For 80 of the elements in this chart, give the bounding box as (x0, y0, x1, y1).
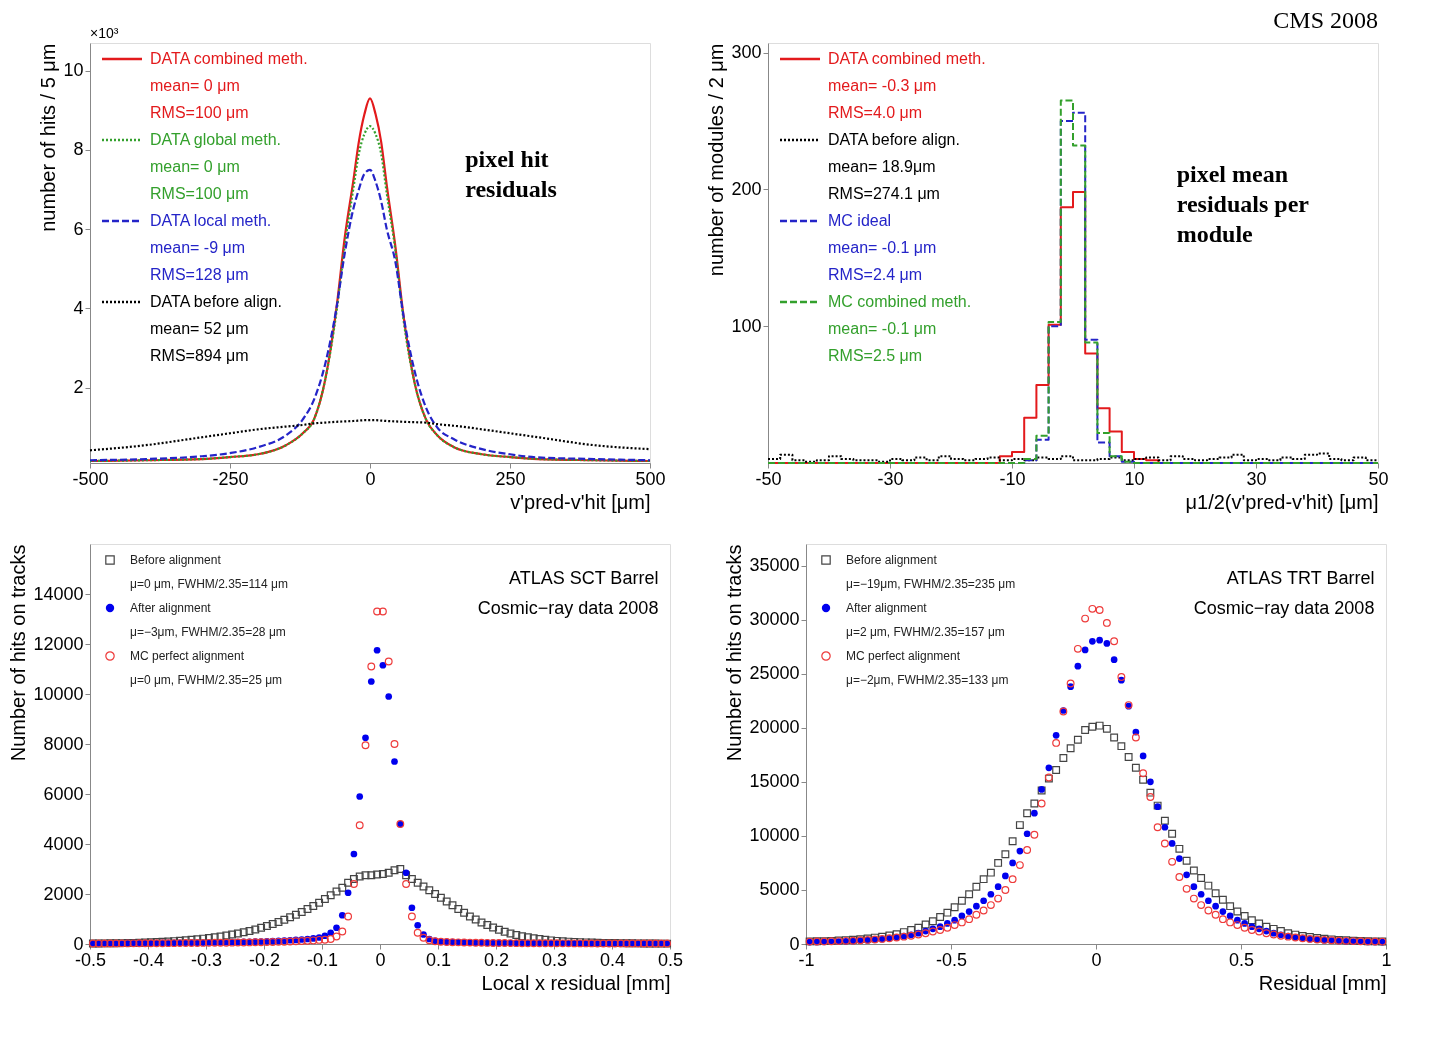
y-tick-label: 4 (73, 297, 84, 318)
x-tick-label: -0.4 (132, 949, 165, 970)
y-tick-label: 8000 (43, 733, 84, 754)
legend-label: DATA before align. mean= 18.9μm RMS=274.1 μm (828, 131, 960, 202)
x-tick-label: 0 (375, 949, 386, 970)
x-tick-label: 50 (1368, 468, 1389, 489)
y-axis-title: Number of hits on tracks (723, 544, 746, 762)
y-tick-label: 2000 (43, 883, 84, 904)
y-tick-label: 12000 (33, 633, 84, 654)
y-tick-label: 14000 (33, 583, 84, 604)
x-axis-title: Residual [mm] (1258, 971, 1387, 994)
annotation: Cosmic−ray data 2008 (477, 598, 659, 618)
x-tick-label: 500 (635, 468, 666, 489)
y-tick-label: 10 (63, 60, 84, 81)
y-tick-label: 6 (73, 218, 84, 239)
y-tick-label: 2 (73, 377, 84, 398)
y-tick-label: 35000 (749, 555, 800, 576)
x-tick-label: 0.4 (599, 949, 626, 970)
legend-label: Before alignment μ=0 μm, FWHM/2.35=114 μm (130, 553, 288, 591)
legend-label: After alignment μ=−3μm, FWHM/2.35=28 μm (130, 601, 286, 639)
legend-label: MC combined meth. mean= -0.1 μm RMS=2.5 μm (828, 293, 972, 364)
legend-label: MC ideal mean= -0.1 μm RMS=2.4 μm (828, 212, 937, 283)
x-tick-label: -10 (999, 468, 1026, 489)
legend-label: MC perfect alignment μ=0 μm, FWHM/2.35=25 μm (130, 649, 283, 687)
y-tick-label: 6000 (43, 783, 84, 804)
legend-label: DATA global meth. mean= 0 μm RMS=100 μm (150, 131, 282, 202)
x-tick-label: -0.2 (248, 949, 281, 970)
legend-label: DATA before align. mean= 52 μm RMS=894 μm (150, 293, 282, 364)
line-series (88, 419, 652, 452)
annotation: Cosmic−ray data 2008 (1193, 598, 1375, 618)
x-tick-label: -30 (877, 468, 904, 489)
x-tick-label: 0.5 (657, 949, 684, 970)
legend-label: DATA combined meth. mean= -0.3 μm RMS=4.0 μm (828, 50, 986, 121)
annotation: ATLAS TRT Barrel (1226, 568, 1375, 588)
x-tick-label: 0 (1091, 949, 1102, 970)
y-tick-label: 25000 (749, 663, 800, 684)
y-tick-label: 10000 (749, 825, 800, 846)
text: CMS 2008 (1273, 7, 1378, 33)
annotation: pixel mean residuals per module (1176, 161, 1310, 247)
y-tick-label: 15000 (749, 771, 800, 792)
annotation: ATLAS SCT Barrel (509, 568, 659, 588)
legend-label: MC perfect alignment μ=−2μm, FWHM/2.35=133 μm (846, 649, 1009, 687)
x-axis-title: v'pred-v'hit [μm] (510, 490, 651, 513)
x-tick-label: 1 (1381, 949, 1392, 970)
legend-label: Before alignment μ=−19μm, FWHM/2.35=235 μm (846, 553, 1016, 591)
x-tick-label: 250 (495, 468, 526, 489)
y-tick-label: 10000 (33, 683, 84, 704)
x-tick-label: -0.5 (935, 949, 968, 970)
y-tick-label: 30000 (749, 609, 800, 630)
x-tick-label: -1 (798, 949, 815, 970)
legend-label: DATA local meth. mean= -9 μm RMS=128 μm (150, 212, 272, 283)
legend-label: DATA combined meth. mean= 0 μm RMS=100 μm (150, 50, 308, 121)
y-axis-title: Number of hits on tracks (7, 544, 30, 762)
y-tick-label: 0 (789, 933, 800, 954)
text: ×10³ (90, 25, 119, 41)
x-tick-label: 0 (365, 468, 376, 489)
legend-label: After alignment μ=2 μm, FWHM/2.35=157 μm (846, 601, 1005, 639)
x-axis-title: Local x residual [mm] (481, 971, 671, 994)
x-tick-label: 0.1 (425, 949, 452, 970)
x-tick-label: 0.3 (541, 949, 568, 970)
y-tick-label: 4000 (43, 833, 84, 854)
x-tick-label: 30 (1246, 468, 1267, 489)
x-tick-label: -50 (755, 468, 782, 489)
y-tick-label: 100 (731, 315, 762, 336)
x-tick-label: 0.5 (1228, 949, 1255, 970)
x-tick-label: 10 (1124, 468, 1145, 489)
y-tick-label: 8 (73, 139, 84, 160)
y-tick-label: 300 (731, 42, 762, 63)
y-axis-title: number of modules / 2 μm (705, 43, 728, 277)
x-axis-title: μ1/2(v'pred-v'hit) [μm] (1185, 490, 1379, 513)
x-tick-label: -250 (212, 468, 249, 489)
y-tick-label: 20000 (749, 717, 800, 738)
annotation: pixel hit residuals (465, 146, 557, 202)
y-tick-label: 200 (731, 178, 762, 199)
y-axis-title: number of hits / 5 μm (37, 43, 60, 232)
x-tick-label: -0.1 (306, 949, 339, 970)
y-tick-label: 5000 (759, 879, 800, 900)
x-tick-label: -500 (72, 468, 109, 489)
x-tick-label: -0.3 (190, 949, 223, 970)
x-tick-label: 0.2 (483, 949, 510, 970)
